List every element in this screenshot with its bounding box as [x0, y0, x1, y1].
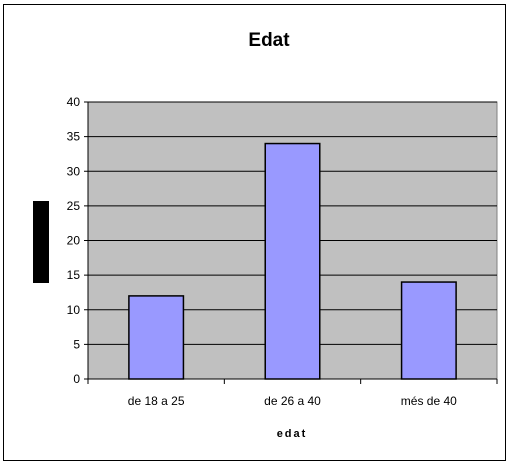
- bars: [128, 142, 457, 380]
- y-tick-label: 20: [67, 234, 81, 248]
- y-tick-label: 25: [67, 199, 81, 213]
- y-tick-label: 0: [73, 372, 80, 386]
- x-tick-label: de 26 a 40: [264, 394, 321, 408]
- y-axis-label-block: [33, 201, 49, 283]
- y-tick-label: 10: [67, 303, 81, 317]
- chart-frame: Edat 0 5 10 15 20 25 30 35 40 de 18 a 25 de 26 a …: [3, 4, 506, 461]
- y-tick-label: 40: [67, 95, 81, 109]
- chart-title: Edat: [248, 30, 290, 51]
- bar-chart: Edat 0 5 10 15 20 25 30 35 40 de 18 a 25 de 26 a …: [33, 30, 498, 440]
- bar: [400, 281, 457, 380]
- x-tick-label: més de 40: [401, 394, 457, 408]
- bar: [128, 295, 185, 380]
- bar: [264, 142, 321, 380]
- x-tick-label: de 18 a 25: [128, 394, 185, 408]
- y-tick-label: 30: [67, 164, 81, 178]
- x-axis-label: edat: [277, 428, 308, 440]
- axes: [84, 101, 498, 384]
- y-tick-labels: 0 5 10 15 20 25 30 35 40: [67, 95, 81, 386]
- x-tick-labels: de 18 a 25 de 26 a 40 més de 40: [128, 394, 457, 408]
- y-tick-label: 5: [73, 337, 80, 351]
- y-tick-label: 35: [67, 130, 81, 144]
- y-tick-label: 15: [67, 268, 81, 282]
